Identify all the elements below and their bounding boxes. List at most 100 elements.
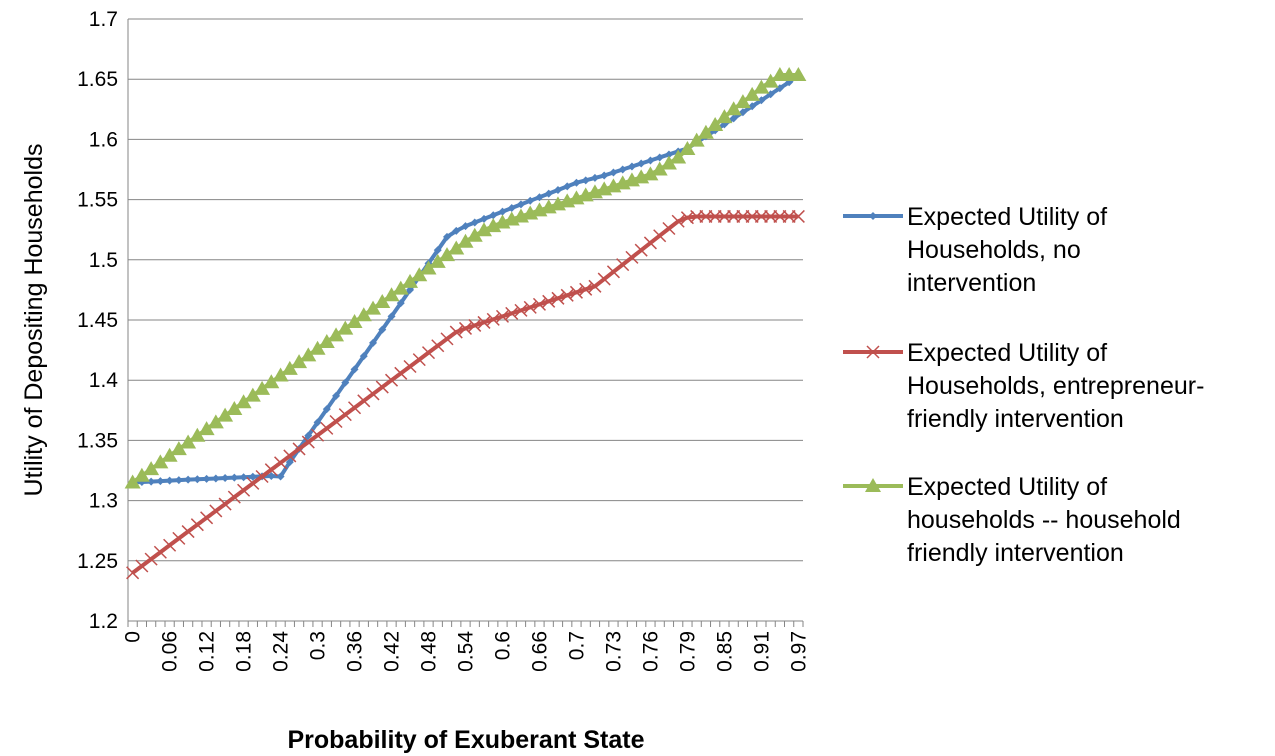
x-tick-label: 0.79 — [676, 631, 699, 672]
data-point — [775, 84, 784, 93]
data-point — [357, 394, 371, 408]
data-point — [320, 421, 334, 435]
data-point — [439, 247, 456, 262]
data-point — [588, 279, 602, 293]
data-point — [753, 79, 770, 94]
y-tick-label: 1.4 — [89, 369, 119, 392]
data-point — [429, 253, 446, 268]
series-line — [131, 214, 799, 575]
data-point — [764, 209, 778, 223]
series-2 — [126, 209, 805, 580]
y-tick-labels: 1.2 1.25 1.3 1.35 1.4 1.45 1.5 1.55 1.6 1.65 1.7 — [77, 8, 118, 633]
x-tick-label: 0.36 — [344, 631, 367, 672]
data-point — [384, 373, 399, 387]
data-point — [514, 303, 528, 317]
data-point — [394, 366, 408, 380]
legend-entry: Expected Utility of Households, entrepren… — [843, 339, 1204, 433]
y-tick-label: 1.65 — [77, 68, 118, 91]
y-axis-title: Utility of Depositing Households — [20, 144, 48, 497]
legend-swatch-marker — [866, 345, 880, 359]
data-point — [161, 447, 178, 462]
data-point — [355, 307, 372, 322]
data-point — [313, 418, 322, 427]
data-point — [406, 285, 415, 294]
data-point — [642, 166, 659, 181]
data-point — [542, 294, 556, 308]
data-point — [147, 477, 156, 486]
data-point — [359, 352, 368, 361]
data-point — [757, 96, 766, 105]
data-point — [181, 525, 195, 539]
data-point — [211, 474, 220, 483]
x-tick-label: 0.54 — [455, 631, 478, 672]
data-point — [193, 475, 202, 484]
y-tick-label: 1.45 — [77, 309, 118, 332]
data-point — [688, 132, 705, 147]
x-axis-title: Probability of Exuberant State — [287, 726, 644, 754]
data-point — [579, 282, 593, 296]
data-point — [144, 552, 158, 566]
data-point — [338, 408, 352, 422]
data-point — [348, 401, 362, 415]
data-point — [285, 458, 294, 467]
gridlines — [128, 18, 803, 622]
data-point — [560, 288, 574, 302]
data-point — [671, 214, 685, 228]
y-tick-label: 1.25 — [77, 550, 118, 573]
data-point — [634, 243, 648, 257]
data-point — [292, 442, 306, 456]
data-point — [581, 176, 590, 185]
data-point — [616, 258, 630, 272]
data-point — [217, 407, 234, 422]
data-point — [341, 378, 350, 387]
data-point — [221, 473, 230, 482]
data-point — [248, 472, 257, 481]
data-point — [461, 222, 470, 231]
data-point — [729, 114, 738, 123]
data-point — [606, 265, 620, 279]
x-tick-label: 0.85 — [713, 631, 736, 672]
data-point — [653, 229, 667, 243]
data-point — [365, 300, 382, 315]
data-point — [625, 250, 639, 264]
data-point — [551, 291, 565, 305]
data-point — [495, 309, 510, 323]
data-point — [679, 141, 696, 156]
x-tick-label: 0.97 — [787, 631, 810, 672]
data-point — [452, 226, 461, 235]
x-tick-label: 0.06 — [159, 631, 182, 672]
data-point — [468, 318, 482, 332]
legend-entry: Expected Utility of households -- househo… — [843, 473, 1181, 567]
data-point — [267, 472, 276, 481]
data-point — [244, 387, 261, 402]
data-point — [198, 421, 215, 436]
data-point — [532, 297, 547, 311]
data-point — [544, 189, 553, 198]
data-point — [189, 427, 206, 442]
data-point — [699, 209, 713, 223]
data-point — [766, 90, 775, 99]
data-point — [301, 435, 315, 449]
data-point — [300, 347, 317, 362]
data-point — [227, 490, 241, 504]
data-point — [466, 227, 483, 242]
data-point — [479, 214, 488, 223]
data-point — [420, 260, 437, 275]
data-point — [392, 280, 409, 295]
data-point — [309, 340, 326, 355]
data-point — [403, 359, 417, 374]
data-point — [477, 315, 491, 329]
data-point — [374, 293, 391, 308]
data-point — [651, 161, 668, 176]
data-point — [190, 518, 204, 532]
data-point — [782, 209, 796, 223]
data-point — [609, 168, 618, 177]
data-point — [734, 94, 751, 109]
data-point — [662, 221, 676, 236]
data-point — [153, 545, 167, 559]
data-point — [600, 171, 609, 180]
data-point — [126, 566, 140, 580]
data-point — [707, 116, 724, 131]
data-point — [202, 474, 211, 483]
x-tick-labels: 0 0.06 0.12 0.18 0.24 0.3 0.36 0.42 0.48 0.54 0.6 0… — [122, 631, 811, 672]
